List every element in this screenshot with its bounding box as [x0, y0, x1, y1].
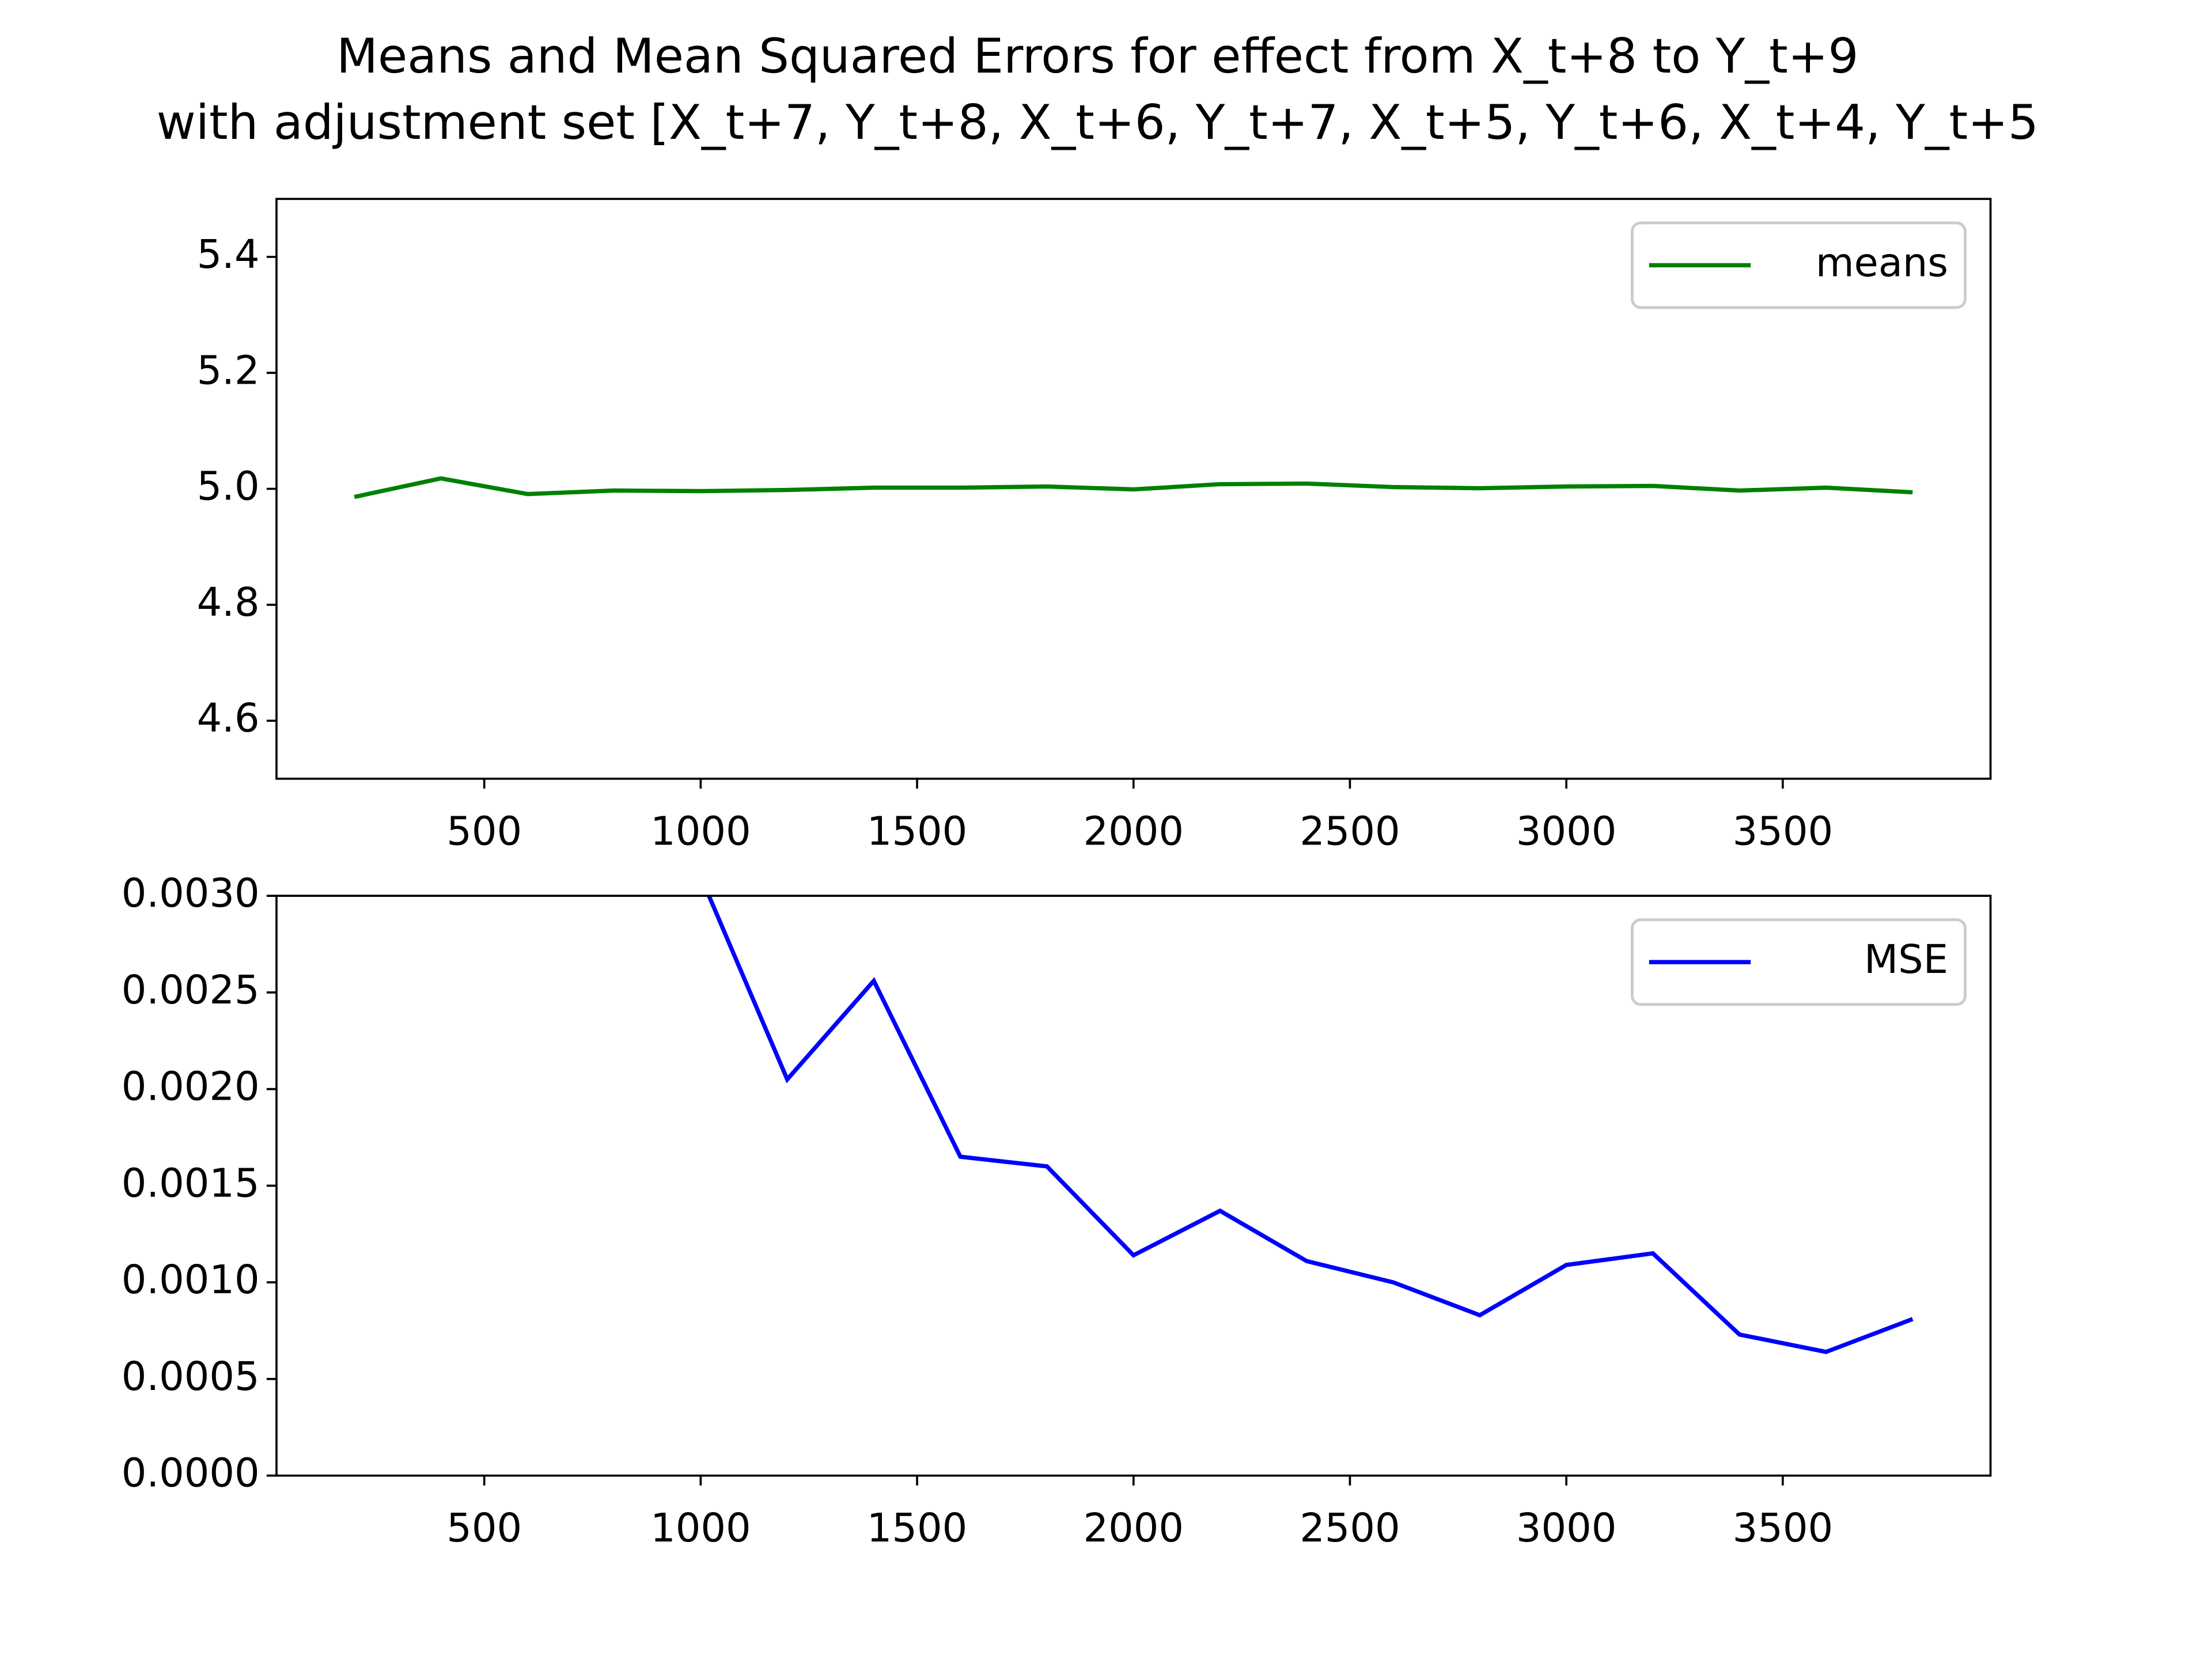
plot-area — [706, 896, 1914, 1354]
x-tick-label: 500 — [446, 1505, 522, 1551]
x-tick-label: 500 — [446, 808, 522, 854]
y-tick-label: 5.2 — [197, 347, 260, 393]
legend-label: MSE — [1864, 937, 1948, 983]
x-tick-label: 1500 — [867, 808, 968, 854]
legend-box — [1631, 221, 1967, 309]
y-tick-label: 0.0000 — [122, 1450, 260, 1497]
x-tick-label: 2500 — [1300, 808, 1400, 854]
y-tick-label: 0.0030 — [122, 870, 260, 916]
y-tick-label: 5.4 — [197, 232, 260, 278]
legend-box — [1631, 918, 1967, 1006]
y-tick-label: 0.0005 — [122, 1354, 260, 1400]
y-tick-label: 4.8 — [197, 579, 260, 626]
y-tick-label: 0.0025 — [122, 967, 260, 1013]
chart-subtitle: with adjustment set [X_t+7, Y_t+8, X_t+6… — [157, 94, 2039, 150]
chart-title: Means and Mean Squared Errors for effect… — [336, 28, 1858, 84]
x-tick-label: 2500 — [1300, 1505, 1400, 1551]
y-tick-label: 0.0010 — [122, 1257, 260, 1303]
x-tick-label: 2000 — [1084, 1505, 1184, 1551]
y-tick-label: 5.0 — [197, 464, 260, 510]
y-tick-label: 0.0020 — [122, 1064, 260, 1110]
y-tick-label: 4.6 — [197, 695, 260, 741]
plot-area — [354, 476, 1913, 499]
x-tick-label: 1000 — [650, 1505, 751, 1551]
x-tick-label: 3500 — [1733, 808, 1834, 854]
x-tick-label: 3000 — [1516, 808, 1617, 854]
y-tick-label: 0.0015 — [122, 1160, 260, 1206]
x-tick-label: 3000 — [1516, 1505, 1617, 1551]
x-tick-label: 1000 — [650, 808, 751, 854]
axes-frame — [275, 198, 1992, 780]
x-tick-label: 2000 — [1084, 808, 1184, 854]
x-tick-label: 1500 — [867, 1505, 968, 1551]
line-series — [706, 896, 1914, 1354]
line-series — [354, 476, 1913, 499]
axes-frame — [275, 895, 1992, 1477]
legend-label: means — [1816, 240, 1948, 286]
x-tick-label: 3500 — [1733, 1505, 1834, 1551]
